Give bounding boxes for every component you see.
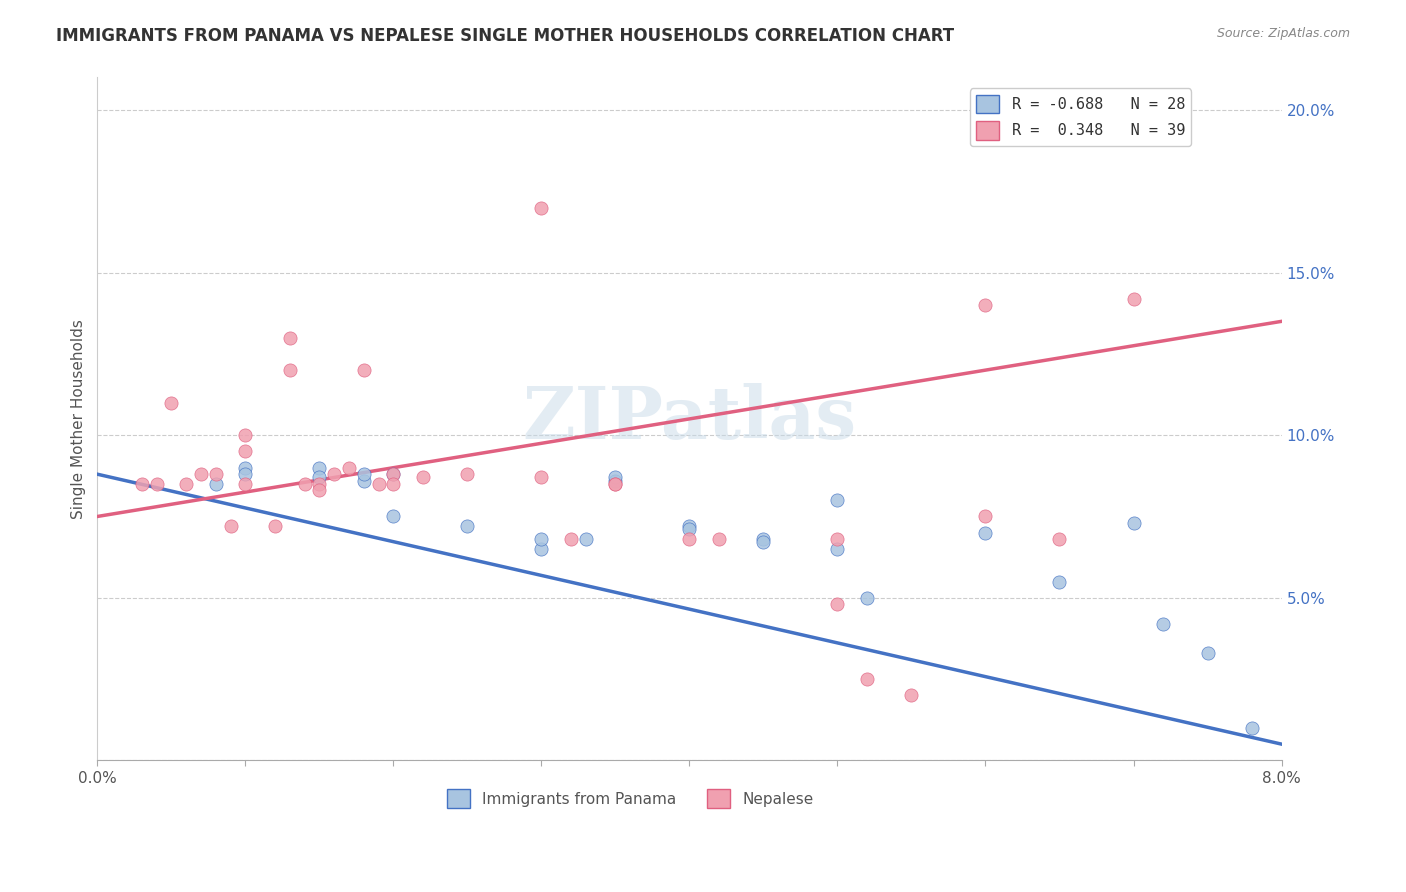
Point xyxy=(382,477,405,491)
Point xyxy=(382,467,405,482)
Text: ZIPatlas: ZIPatlas xyxy=(523,384,856,454)
Point xyxy=(1152,616,1174,631)
Point xyxy=(974,298,997,312)
Point xyxy=(1049,533,1071,547)
Legend: Immigrants from Panama, Nepalese: Immigrants from Panama, Nepalese xyxy=(441,783,820,814)
Point xyxy=(1122,292,1144,306)
Point xyxy=(367,477,389,491)
Point xyxy=(308,460,330,475)
Text: IMMIGRANTS FROM PANAMA VS NEPALESE SINGLE MOTHER HOUSEHOLDS CORRELATION CHART: IMMIGRANTS FROM PANAMA VS NEPALESE SINGL… xyxy=(56,27,955,45)
Point xyxy=(174,477,197,491)
Point xyxy=(145,477,167,491)
Point xyxy=(575,533,598,547)
Point xyxy=(827,597,849,611)
Point xyxy=(707,533,730,547)
Point xyxy=(678,523,700,537)
Point xyxy=(456,519,478,533)
Point xyxy=(827,493,849,508)
Point xyxy=(605,477,627,491)
Point xyxy=(353,474,375,488)
Point xyxy=(160,395,183,409)
Text: Source: ZipAtlas.com: Source: ZipAtlas.com xyxy=(1216,27,1350,40)
Point xyxy=(605,470,627,484)
Point xyxy=(1049,574,1071,589)
Point xyxy=(323,467,346,482)
Point xyxy=(827,541,849,556)
Point xyxy=(412,470,434,484)
Point xyxy=(278,363,301,377)
Point xyxy=(530,533,553,547)
Point xyxy=(560,533,582,547)
Point xyxy=(235,428,257,442)
Point xyxy=(204,467,226,482)
Point xyxy=(1240,721,1263,735)
Point xyxy=(294,477,316,491)
Point xyxy=(382,467,405,482)
Point xyxy=(308,483,330,498)
Point xyxy=(235,467,257,482)
Point xyxy=(530,470,553,484)
Point xyxy=(605,474,627,488)
Point xyxy=(308,477,330,491)
Point xyxy=(678,533,700,547)
Point xyxy=(131,477,153,491)
Point xyxy=(827,533,849,547)
Point xyxy=(353,363,375,377)
Point xyxy=(530,201,553,215)
Point xyxy=(1122,516,1144,530)
Point xyxy=(219,519,242,533)
Point xyxy=(900,689,922,703)
Point xyxy=(752,535,775,549)
Point xyxy=(974,509,997,524)
Point xyxy=(235,477,257,491)
Point xyxy=(190,467,212,482)
Point xyxy=(856,672,879,686)
Point xyxy=(204,477,226,491)
Point xyxy=(752,533,775,547)
Y-axis label: Single Mother Households: Single Mother Households xyxy=(72,319,86,519)
Point xyxy=(678,519,700,533)
Point xyxy=(856,591,879,605)
Point xyxy=(264,519,287,533)
Point xyxy=(278,330,301,344)
Point xyxy=(382,509,405,524)
Point xyxy=(308,470,330,484)
Point xyxy=(235,444,257,458)
Point xyxy=(337,460,360,475)
Point xyxy=(605,477,627,491)
Point xyxy=(235,460,257,475)
Point xyxy=(974,525,997,540)
Point xyxy=(353,467,375,482)
Point xyxy=(530,541,553,556)
Point xyxy=(1197,646,1219,660)
Point xyxy=(456,467,478,482)
